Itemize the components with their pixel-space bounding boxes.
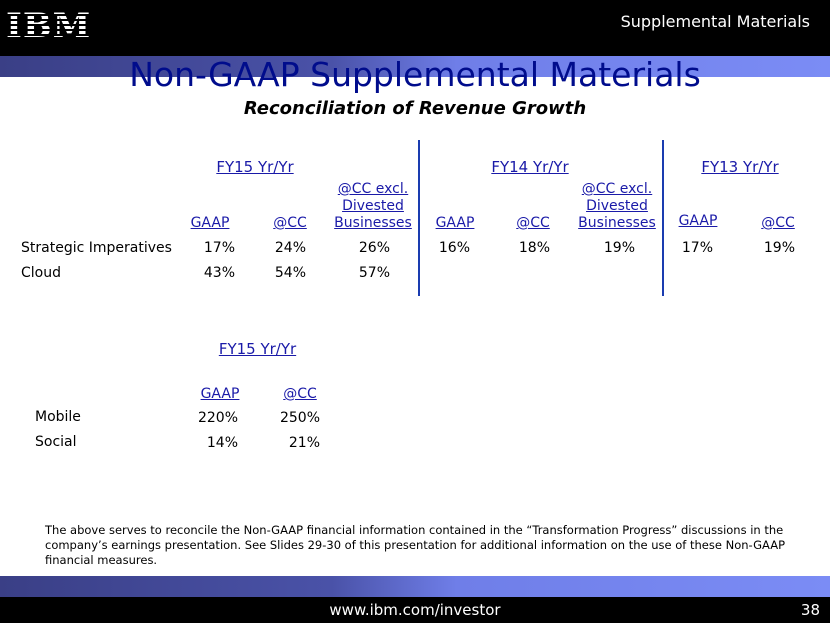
page-subtitle: Reconciliation of Revenue Growth (243, 98, 587, 119)
cell: 14% (206, 435, 238, 451)
cell: 43% (203, 265, 235, 281)
group-header-fy13: FY13 Yr/Yr (701, 158, 779, 176)
col-header: GAAP (678, 213, 718, 229)
col-header: @CC excl. Divested Businesses (578, 181, 656, 231)
cell: 18% (518, 240, 550, 256)
col-header: GAAP (435, 215, 475, 231)
footnote: The above serves to reconcile the Non-GA… (45, 523, 786, 567)
header-bar: IBM Supplemental Materials (0, 0, 830, 56)
row-label: Cloud (21, 265, 61, 281)
cell: 17% (681, 240, 713, 256)
divider (662, 140, 664, 296)
header-stripe (0, 56, 830, 77)
cell: 26% (358, 240, 390, 256)
row-label: Mobile (35, 409, 81, 425)
page-number: 38 (800, 601, 820, 619)
page-title: Non-GAAP Supplemental Materials (129, 55, 701, 94)
divider (418, 140, 420, 296)
col-header: @CC excl. Divested Businesses (334, 181, 412, 231)
col-header: @CC (283, 386, 317, 402)
cell: 220% (197, 410, 238, 426)
cell: 21% (288, 435, 320, 451)
footer-bar: www.ibm.com/investor 38 (0, 597, 830, 623)
row-label: Social (35, 434, 77, 450)
col-header: @CC (273, 215, 307, 231)
row-label: Strategic Imperatives (21, 240, 172, 256)
col-header: @CC (761, 215, 795, 231)
col-header: @CC (516, 215, 550, 231)
footer-stripe (0, 576, 830, 597)
cell: 17% (203, 240, 235, 256)
cell: 19% (763, 240, 795, 256)
footer-url: www.ibm.com/investor (329, 601, 501, 619)
cell: 16% (438, 240, 470, 256)
ibm-logo: IBM (6, 6, 92, 46)
section-title: Supplemental Materials (620, 12, 810, 31)
cell: 24% (274, 240, 306, 256)
cell: 250% (279, 410, 320, 426)
col-header: GAAP (200, 386, 240, 402)
cell: 57% (358, 265, 390, 281)
cell: 54% (274, 265, 306, 281)
cell: 19% (603, 240, 635, 256)
group-header-fy14: FY14 Yr/Yr (491, 158, 569, 176)
col-header: GAAP (190, 215, 230, 231)
group-header-fy15: FY15 Yr/Yr (216, 158, 294, 176)
group-header-fy15-2: FY15 Yr/Yr (218, 340, 297, 358)
